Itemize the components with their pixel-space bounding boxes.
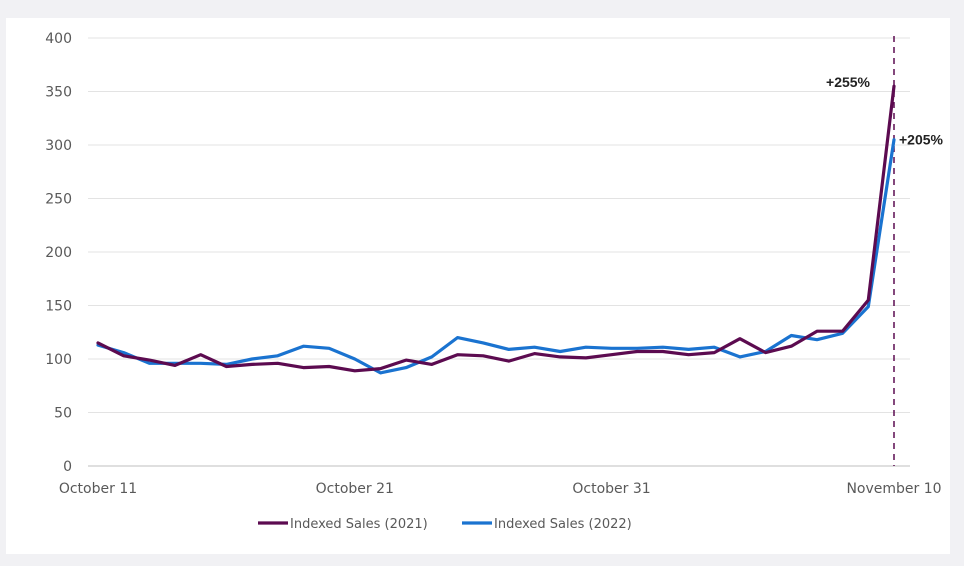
x-tick-label: October 31 bbox=[572, 481, 650, 497]
x-tick-label: October 11 bbox=[59, 481, 137, 497]
legend-label: Indexed Sales (2022) bbox=[494, 517, 632, 532]
annotation-layer: +255% +205% bbox=[826, 74, 944, 147]
y-tick-label: 400 bbox=[45, 31, 72, 47]
y-tick-label: 0 bbox=[63, 459, 72, 475]
legend-label: Indexed Sales (2021) bbox=[290, 517, 428, 532]
series-line-1 bbox=[96, 138, 896, 375]
chart-card: 0 50 100 150 200 250 300 350 400 October 11 Octob… bbox=[6, 18, 950, 554]
y-tick-label: 50 bbox=[54, 406, 72, 422]
legend: Indexed Sales (2021) Indexed Sales (2022) bbox=[258, 517, 632, 532]
x-tick-label: October 21 bbox=[316, 481, 394, 497]
grid-lines bbox=[88, 37, 910, 413]
x-tick-label: November 10 bbox=[846, 481, 941, 497]
series-line-0 bbox=[96, 84, 896, 373]
y-tick-label: 250 bbox=[45, 192, 72, 208]
y-tick-label: 200 bbox=[45, 245, 72, 261]
annotation-label: +255% bbox=[826, 74, 871, 90]
series-layer bbox=[96, 84, 896, 375]
y-tick-label: 300 bbox=[45, 138, 72, 154]
annotation-label: +205% bbox=[899, 132, 944, 148]
y-tick-label: 100 bbox=[45, 352, 72, 368]
y-tick-label: 350 bbox=[45, 85, 72, 101]
y-axis: 0 50 100 150 200 250 300 350 400 bbox=[45, 31, 72, 475]
y-tick-label: 150 bbox=[45, 299, 72, 315]
x-axis: October 11 October 21 October 31 November 1… bbox=[59, 465, 942, 497]
